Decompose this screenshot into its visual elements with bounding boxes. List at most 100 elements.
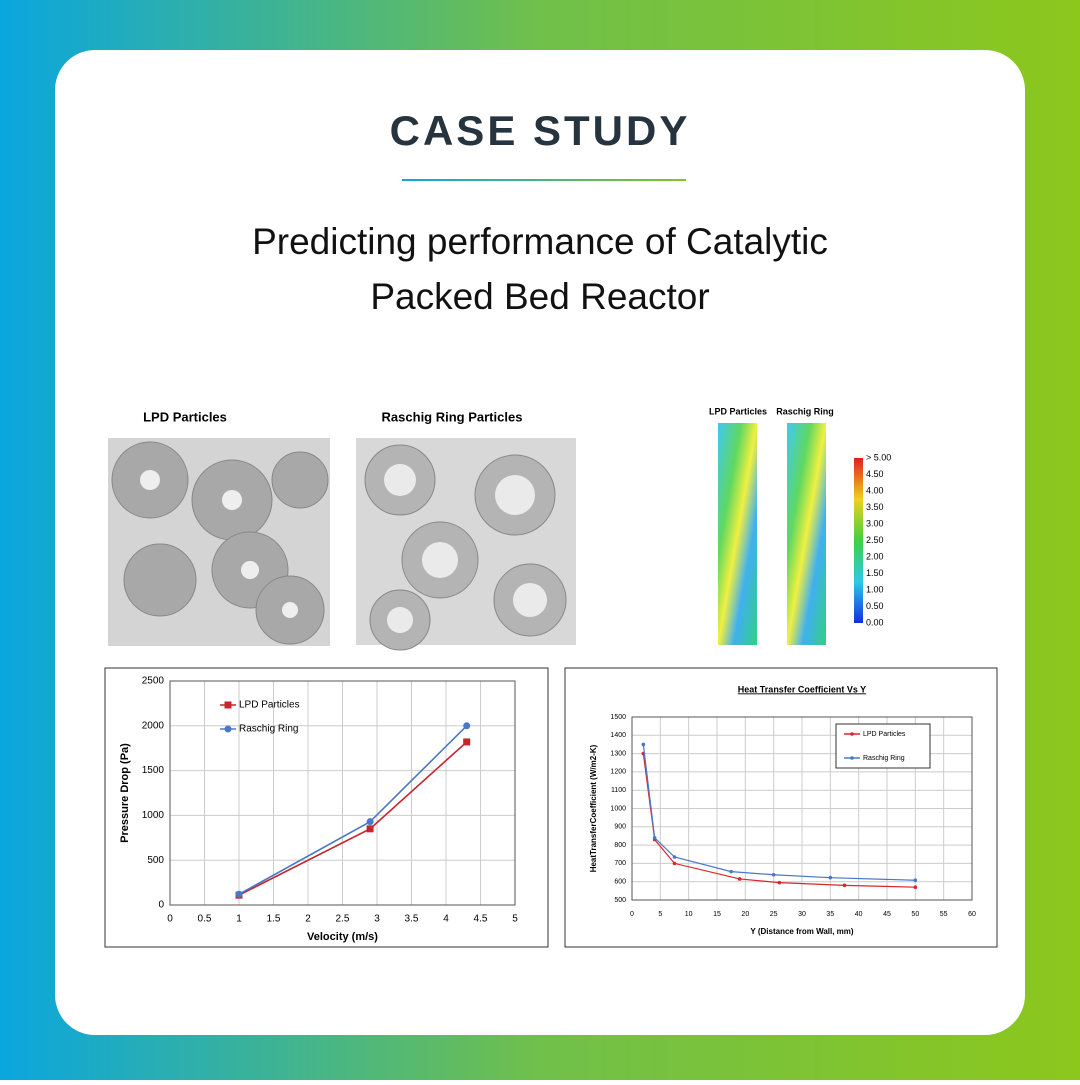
chart-title: Heat Transfer Coefficient Vs Y [738, 684, 866, 694]
contour-strip [787, 423, 826, 645]
legend-label: Raschig Ring [863, 755, 905, 762]
y-axis-label: Pressure Drop (Pa) [119, 743, 131, 843]
colorbar-label: 4.50 [866, 469, 884, 479]
marker [913, 878, 918, 883]
colorbar-label: 4.00 [866, 485, 884, 495]
x-tick-label: 1.5 [267, 914, 281, 925]
x-tick-label: 20 [741, 911, 749, 918]
y-tick-label: 1000 [142, 810, 165, 821]
x-tick-label: 55 [940, 911, 948, 918]
y-tick-label: 1200 [610, 769, 626, 776]
y-tick-label: 600 [614, 879, 626, 886]
x-axis-label: Y (Distance from Wall, mm) [750, 927, 853, 936]
legend-marker [850, 756, 854, 760]
marker [828, 875, 833, 880]
y-tick-label: 2000 [142, 720, 165, 731]
x-tick-label: 0 [167, 914, 173, 925]
y-tick-label: 900 [614, 824, 626, 831]
chart-frame [104, 667, 549, 948]
rendering-label: Raschig Ring Particles [382, 409, 523, 424]
colorbar-label: 1.00 [866, 584, 884, 594]
y-tick-label: 1500 [142, 765, 165, 776]
x-tick-label: 30 [798, 911, 806, 918]
x-tick-label: 1 [236, 914, 242, 925]
y-tick-label: 0 [158, 900, 164, 911]
x-tick-label: 60 [968, 911, 976, 918]
y-tick-label: 500 [614, 897, 626, 904]
colorbar-label: 2.00 [866, 551, 884, 561]
marker [913, 885, 918, 889]
marker [652, 835, 657, 840]
y-tick-label: 1100 [611, 787, 626, 794]
colorbar-label: 3.00 [866, 518, 884, 528]
y-tick-label: 1500 [610, 714, 626, 721]
marker [366, 825, 374, 833]
contour-label: LPD Particles [709, 406, 767, 416]
colorbar-label: 3.50 [866, 502, 884, 512]
legend-label: LPD Particles [239, 700, 300, 711]
y-tick-label: 800 [614, 842, 626, 849]
plot-area [169, 680, 516, 906]
marker [771, 872, 776, 877]
x-tick-label: 35 [826, 911, 834, 918]
plot-area [631, 716, 973, 901]
marker [463, 738, 471, 746]
legend-label: LPD Particles [863, 731, 906, 738]
marker [672, 861, 677, 866]
chart-frame [564, 667, 998, 948]
y-tick-label: 1400 [610, 732, 626, 739]
x-tick-label: 3.5 [405, 914, 419, 925]
x-tick-label: 2.5 [336, 914, 350, 925]
legend-frame [835, 723, 931, 769]
x-tick-label: 10 [685, 911, 693, 918]
x-tick-label: 3 [374, 914, 380, 925]
colorbar-label: 0.50 [866, 601, 884, 611]
colorbar-label: 1.50 [866, 568, 884, 578]
marker [842, 883, 847, 888]
marker [366, 818, 374, 826]
x-tick-label: 50 [911, 911, 919, 918]
x-axis-label: Velocity (m/s) [307, 931, 378, 943]
subtitle: Packed Bed Reactor [370, 276, 709, 317]
x-tick-label: 5 [512, 914, 518, 925]
marker [463, 722, 471, 730]
contour-label: Raschig Ring [776, 406, 834, 416]
marker [641, 742, 646, 747]
y-tick-label: 1000 [610, 805, 626, 812]
legend-label: Raschig Ring [239, 724, 298, 735]
divider [402, 179, 686, 181]
colorbar-label: 2.50 [866, 535, 884, 545]
legend-marker [224, 701, 232, 709]
x-tick-label: 15 [713, 911, 721, 918]
legend-marker [850, 732, 854, 736]
x-tick-label: 40 [855, 911, 863, 918]
y-tick-label: 2500 [142, 676, 165, 687]
colorbar [854, 458, 863, 623]
x-tick-label: 0 [630, 911, 634, 918]
legend-marker [224, 725, 232, 733]
y-tick-label: 1300 [610, 750, 626, 757]
x-tick-label: 4.5 [474, 914, 488, 925]
marker [777, 880, 782, 885]
x-tick-label: 45 [883, 911, 891, 918]
x-tick-label: 0.5 [198, 914, 212, 925]
x-tick-label: 4 [443, 914, 449, 925]
y-tick-label: 500 [147, 855, 164, 866]
marker [672, 855, 677, 859]
x-tick-label: 2 [305, 914, 311, 925]
x-tick-label: 25 [770, 911, 778, 918]
rendering-label: LPD Particles [143, 409, 227, 424]
marker [729, 869, 733, 874]
contour-strip [718, 423, 757, 645]
marker [235, 890, 243, 898]
colorbar-label: 0.00 [866, 617, 884, 627]
marker [737, 877, 742, 881]
title: CASE STUDY [390, 107, 691, 154]
colorbar-label: > 5.00 [866, 452, 891, 462]
subtitle: Predicting performance of Catalytic [252, 221, 828, 262]
y-tick-label: 700 [614, 860, 626, 867]
contour: LPD Particles Raschig Ring [709, 406, 863, 645]
x-tick-label: 5 [658, 911, 662, 918]
